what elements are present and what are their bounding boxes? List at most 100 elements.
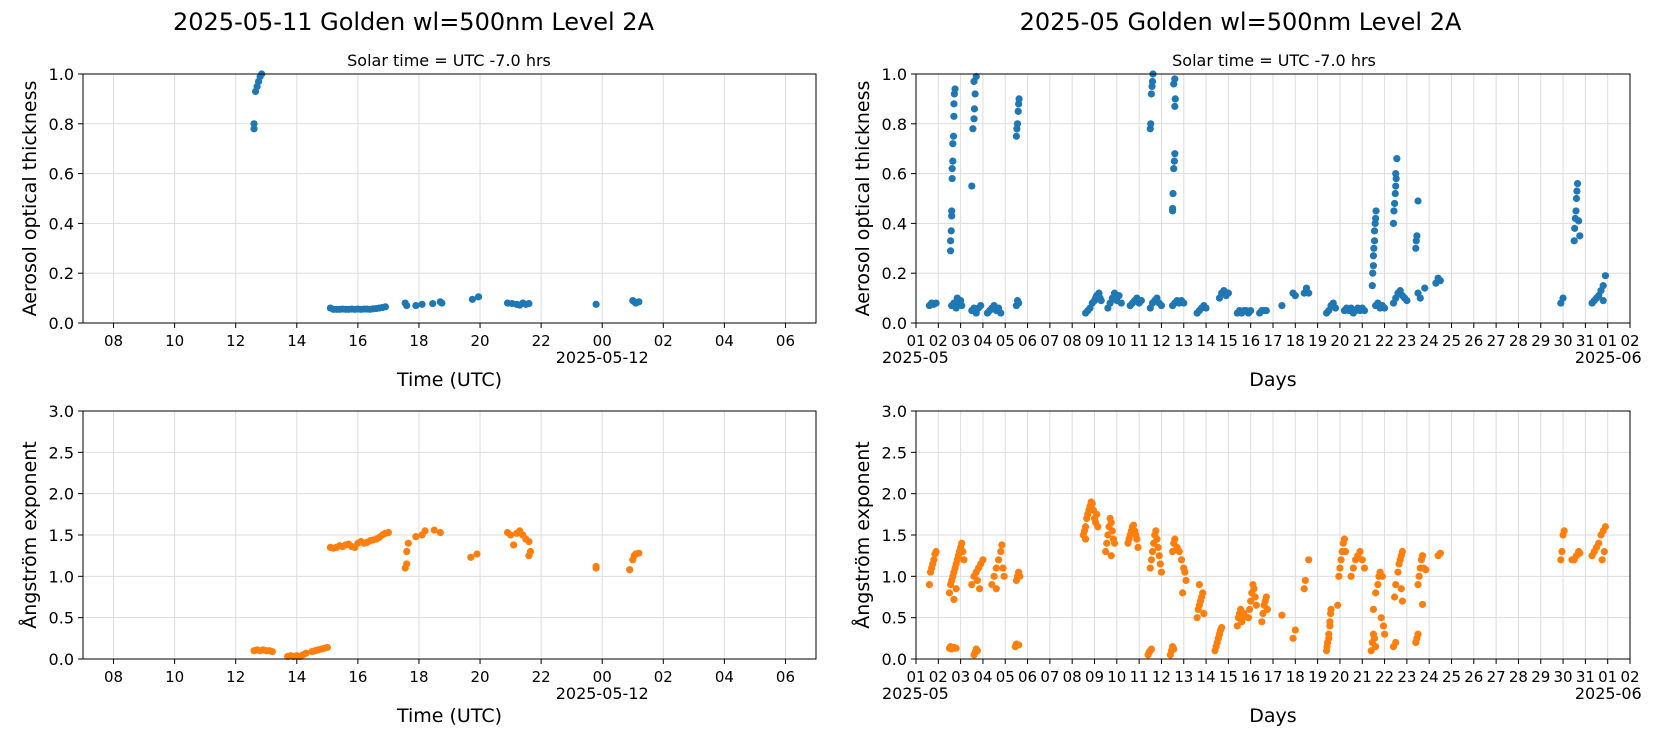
data-point [1012,132,1021,140]
data-point [1372,643,1380,651]
data-point [510,541,518,549]
data-point [932,299,940,307]
x-tick-label: 23 [1397,668,1416,686]
data-point [1195,581,1203,589]
monthly-angstrom-panel: 01 02 03 04 05 06 07 08 09 10 11 12 13 14 15 16 17 18 19 20… [851,402,1642,727]
data-point [1301,576,1309,585]
y-tick-label: 0.8 [882,115,907,134]
data-point [404,539,412,547]
data-point [1250,585,1258,593]
x-tick-label: 02 [1620,668,1639,686]
data-point [945,589,954,597]
x-tick-label: 02 [929,332,948,350]
y-tick-label: 0.5 [882,609,907,628]
data-point [1262,306,1270,315]
data-point [1147,90,1155,98]
right-solar-time-note: Solar time = UTC -7.0 hrs [1172,51,1376,70]
data-point [1289,634,1297,642]
data-point [1369,262,1378,270]
data-point [948,207,956,215]
data-point [474,293,483,301]
data-point [1171,75,1179,83]
data-point [1156,560,1164,568]
data-point [1598,556,1606,564]
data-point [1392,581,1400,589]
data-point [1370,244,1378,252]
data-point [972,72,980,81]
data-point [973,647,981,655]
data-point [1372,589,1380,597]
data-point [1170,157,1178,165]
x-tick-label: 04 [715,668,734,686]
data-point [1398,597,1407,605]
data-point [1170,645,1178,653]
data-point [1599,282,1607,290]
data-point [1599,296,1607,305]
data-point [381,303,389,311]
data-point [1337,556,1345,564]
data-point [1146,564,1154,572]
data-point [968,182,976,190]
data-point [1372,214,1380,223]
x-tick-label: 22 [1375,668,1394,686]
x-tick-label: 17 [1263,332,1282,350]
x-tick-label: 29 [1531,332,1550,350]
data-point [1575,217,1583,225]
data-point [1180,299,1188,307]
x-tick-label: 24 [1420,668,1439,686]
data-point [992,585,1000,593]
y-tick-label: 1.0 [882,65,907,84]
y-tick-label: 0.2 [49,264,74,283]
data-point [1372,207,1380,215]
data-point [468,295,477,303]
data-point [1370,634,1379,642]
x-tick-label: 06 [776,668,795,686]
monthly-aod-panel: 01 02 03 04 05 06 07 08 09 10 11 12 13 14 15 16 17 18 19 20… [852,65,1642,391]
data-point [1202,304,1210,312]
data-point [1601,272,1610,280]
data-point [952,644,960,652]
data-point [1171,535,1179,543]
x-tick-label: 12 [1152,668,1171,686]
data-point [525,299,533,308]
data-point [1334,601,1342,609]
x-tick-label: 10 [1107,668,1126,686]
data-point [1422,566,1430,574]
data-point [1000,572,1008,580]
x-tick-label: 29 [1531,668,1550,686]
data-point [1147,645,1155,653]
data-point [970,105,979,113]
data-point [946,247,955,255]
data-point [1154,543,1162,552]
x-tick-label: 26 [1464,668,1483,686]
x-tick-label: 31 [1576,668,1595,686]
data-point [1369,605,1378,614]
x-tick-label: 14 [287,668,306,686]
data-point [992,564,1000,572]
data-point [1193,614,1201,622]
x-tick-label: 05 [996,668,1015,686]
y-tick-label: 3.0 [49,402,74,421]
data-point [1102,547,1110,556]
data-point [1305,556,1313,564]
y-axis-label: Ångström exponent [851,441,874,629]
data-point [1377,614,1385,622]
data-point [1576,232,1584,240]
data-point [1200,609,1208,618]
data-point [268,647,276,656]
data-point [1559,294,1567,302]
data-point [1370,227,1379,235]
data-point [592,562,600,571]
data-point [438,299,446,307]
data-point [1415,572,1423,580]
data-point [1147,556,1155,564]
data-point [1013,120,1022,128]
data-point [930,556,938,564]
x-tick-label: 24 [1420,332,1439,350]
data-point [412,301,420,310]
data-point [1170,165,1178,173]
data-point [968,581,976,589]
data-point [1182,576,1190,585]
data-point [1360,306,1369,315]
data-point [473,550,481,558]
